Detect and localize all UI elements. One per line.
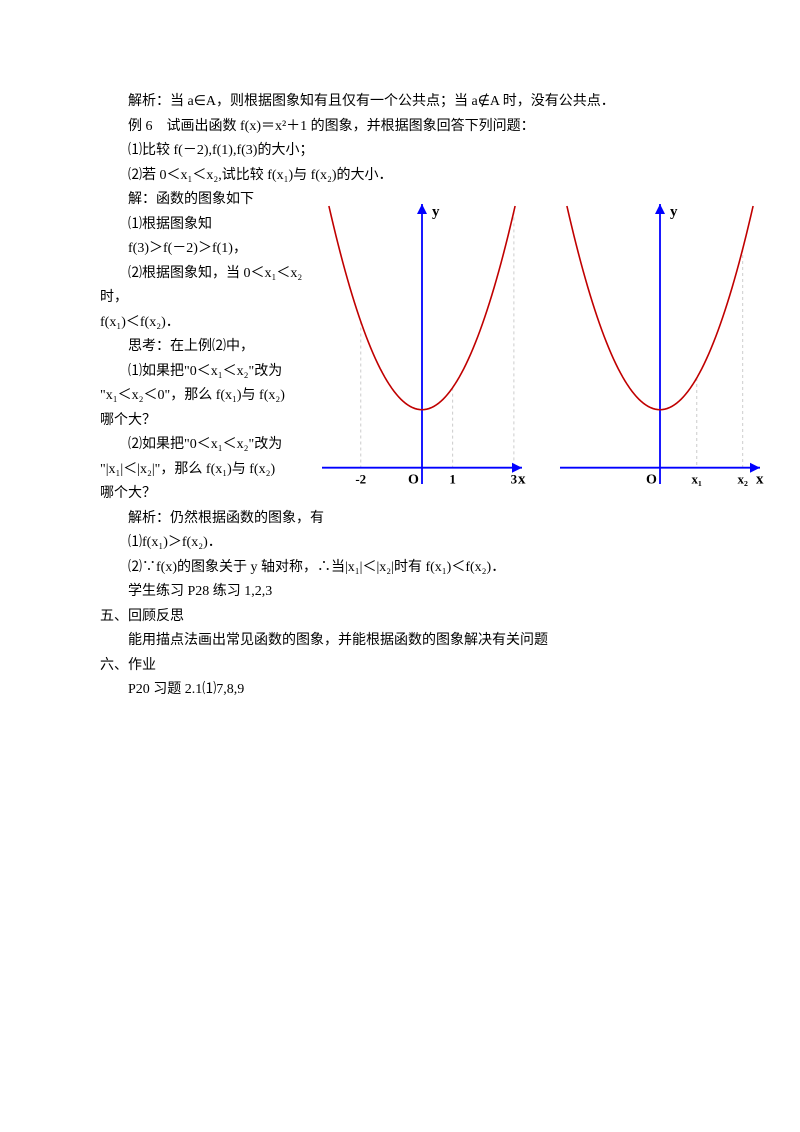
line-solution: 解：函数的图象如下	[100, 188, 315, 213]
line-t1b: "x₁＜x₂＜0"，那么 f(x₁)与 f(x₂)	[100, 384, 315, 409]
line-analysis2: 解析：仍然根据函数的图象，有	[100, 507, 700, 532]
svg-text:1: 1	[449, 472, 456, 487]
line-homework: P20 习题 2.1⑴7,8,9	[100, 678, 700, 703]
example-6: 例 6 试画出函数 f(x)＝x²＋1 的图象，并根据图象回答下列问题：	[100, 115, 700, 140]
text-with-charts: yxO-213 yxOx₁x₂ 解：函数的图象如下 ⑴根据图象知 f(3)＞f(…	[100, 188, 700, 507]
svg-text:x₁: x₁	[692, 472, 703, 487]
line-review: 能用描点法画出常见函数的图象，并能根据函数的图象解决有关问题	[100, 629, 700, 654]
svg-text:x: x	[518, 472, 526, 488]
line-a1a: ⑴根据图象知	[100, 213, 315, 238]
line-t2c: 哪个大？	[100, 482, 315, 507]
section-5: 五、回顾反思	[100, 605, 700, 630]
section-6: 六、作业	[100, 654, 700, 679]
page: 解析：当 a∈A，则根据图象知有且仅有一个公共点；当 a∉A 时，没有公共点． …	[0, 0, 800, 703]
line-think: 思考：在上例⑵中，	[100, 335, 315, 360]
svg-text:O: O	[646, 473, 657, 488]
line-q1: ⑴比较 f(－2),f(1),f(3)的大小；	[100, 139, 700, 164]
parabola-chart-1: y x O -2 1 3	[312, 198, 532, 488]
svg-text:y: y	[670, 204, 678, 220]
line-ans2: ⑵∵f(x)的图象关于 y 轴对称，∴当|x₁|＜|x₂|时有 f(x₁)＜f(…	[100, 556, 700, 581]
line-a1b: f(3)＞f(－2)＞f(1)，	[100, 237, 315, 262]
line-t1c: 哪个大？	[100, 409, 315, 434]
line-a2a: ⑵根据图象知，当 0＜x₁＜x₂时，	[100, 262, 315, 311]
svg-text:x: x	[756, 472, 764, 488]
charts-container: y x O -2 1 3 y x Ox₁ x₂	[312, 198, 770, 488]
line-t2b: "|x₁|＜|x₂|"，那么 f(x₁)与 f(x₂)	[100, 458, 315, 483]
svg-text:O: O	[408, 473, 419, 488]
line-ans1: ⑴f(x₁)＞f(x₂)．	[100, 531, 700, 556]
svg-text:x₂: x₂	[737, 472, 748, 487]
wrapped-text: 解：函数的图象如下 ⑴根据图象知 f(3)＞f(－2)＞f(1)， ⑵根据图象知…	[100, 188, 315, 507]
parabola-chart-2: y x Ox₁ x₂	[550, 198, 770, 488]
line-a2b: f(x₁)＜f(x₂)．	[100, 311, 315, 336]
line-t1a: ⑴如果把"0＜x₁＜x₂"改为	[100, 360, 315, 385]
svg-text:3: 3	[511, 472, 518, 487]
line-t2a: ⑵如果把"0＜x₁＜x₂"改为	[100, 433, 315, 458]
line-q2: ⑵若 0＜x₁＜x₂,试比较 f(x₁)与 f(x₂)的大小．	[100, 164, 700, 189]
line-analysis: 解析：当 a∈A，则根据图象知有且仅有一个公共点；当 a∉A 时，没有公共点．	[100, 90, 700, 115]
line-practice: 学生练习 P28 练习 1,2,3	[100, 580, 700, 605]
svg-text:-2: -2	[355, 472, 366, 487]
svg-text:y: y	[432, 204, 440, 220]
